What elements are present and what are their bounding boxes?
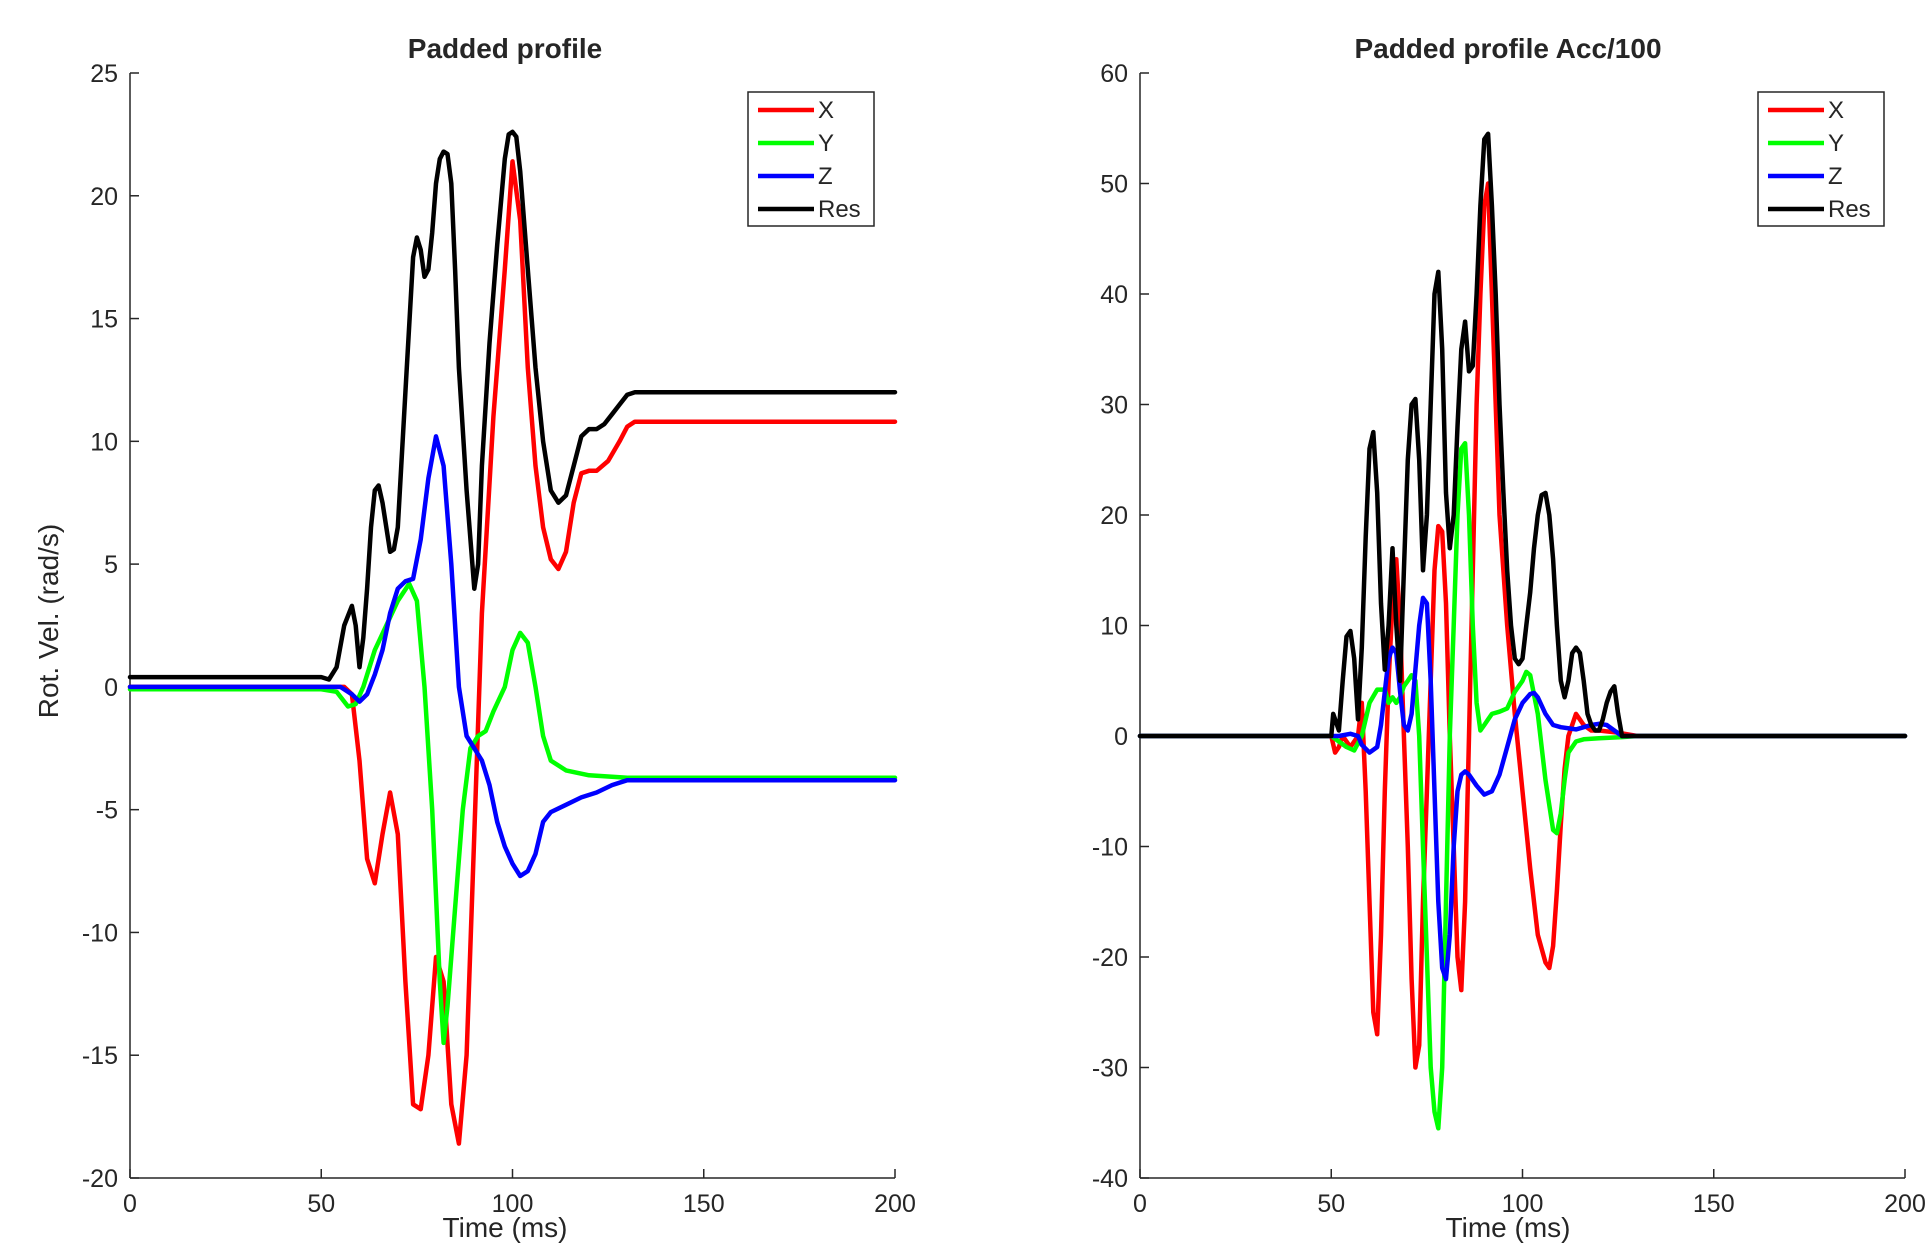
- y-tick-label: -15: [82, 1042, 118, 1070]
- x-tick-label: 200: [874, 1190, 916, 1218]
- y-tick-label: -5: [96, 797, 118, 825]
- legend: XYZ Res: [747, 91, 875, 227]
- x-tick-label: 150: [683, 1190, 725, 1218]
- y-tick-label: 40: [1100, 281, 1128, 309]
- plot-area: 0 50 100 150 200 -20 -15 -10 -5 0 5 10 15 20 25: [82, 60, 916, 1218]
- legend-label-res: Res: [818, 196, 861, 223]
- legend: XYZ Res: [1757, 91, 1885, 227]
- y-tick-label: 0: [104, 674, 118, 702]
- y-tick-label: 5: [104, 551, 118, 579]
- chart-padded-profile-acc: Padded profile Acc/100 Time (ms) 0 50 100 1…: [1092, 33, 1926, 1243]
- y-tick-label: 25: [90, 60, 118, 88]
- x-tick-label: 100: [1502, 1190, 1544, 1218]
- x-tick-label: 200: [1884, 1190, 1926, 1218]
- legend-label-y: Y: [818, 130, 834, 157]
- y-tick-label: -20: [82, 1165, 118, 1193]
- y-tick-label: 50: [1100, 171, 1128, 199]
- y-tick-label: 20: [90, 183, 118, 211]
- y-tick-label: -30: [1092, 1055, 1128, 1083]
- y-tick-label: 10: [90, 428, 118, 456]
- x-tick-label: 50: [307, 1190, 335, 1218]
- y-tick-label: 60: [1100, 60, 1128, 88]
- series-line-x: [127, 159, 898, 1146]
- y-tick-label: -10: [82, 919, 118, 947]
- series-line-y: [1137, 440, 1908, 1131]
- x-tick-label: 0: [1133, 1190, 1147, 1218]
- legend-label-res: Res: [1828, 196, 1871, 223]
- series-line-res: [127, 129, 898, 682]
- y-tick-label: -40: [1092, 1165, 1128, 1193]
- chart-title: Padded profile Acc/100: [1354, 33, 1661, 64]
- legend-box: [747, 91, 875, 227]
- x-tick-label: 0: [123, 1190, 137, 1218]
- y-tick-label: 0: [1114, 723, 1128, 751]
- y-tick-label: 15: [90, 306, 118, 334]
- legend-label-z: Z: [818, 163, 833, 190]
- series-line-res: [1137, 131, 1908, 739]
- y-tick-label: 30: [1100, 392, 1128, 420]
- x-axis-label: Time (ms): [1446, 1212, 1571, 1243]
- y-tick-label: 20: [1100, 502, 1128, 530]
- series-line-y: [127, 581, 898, 1046]
- chart-title: Padded profile: [408, 33, 602, 64]
- plot-area: 0 50 100 150 200 -40 -30 -20 -10 0 10 20 30 40 50 60: [1092, 60, 1926, 1218]
- legend-label-y: Y: [1828, 130, 1844, 157]
- x-tick-label: 150: [1693, 1190, 1735, 1218]
- x-tick-label: 100: [492, 1190, 534, 1218]
- chart-padded-profile: Padded profile Time (ms) Rot. Vel. (rad/…: [33, 33, 916, 1243]
- y-tick-label: -10: [1092, 834, 1128, 862]
- y-tick-label: -20: [1092, 944, 1128, 972]
- legend-label-z: Z: [1828, 163, 1843, 190]
- series-line-z: [127, 434, 898, 879]
- series-line-x: [1137, 181, 1908, 1070]
- legend-label-x: X: [818, 97, 834, 124]
- series-line-z: [1137, 595, 1908, 982]
- y-axis-label: Rot. Vel. (rad/s): [33, 524, 64, 719]
- x-axis-label: Time (ms): [443, 1212, 568, 1243]
- legend-box: [1757, 91, 1885, 227]
- legend-label-x: X: [1828, 97, 1844, 124]
- x-tick-label: 50: [1317, 1190, 1345, 1218]
- y-tick-label: 10: [1100, 613, 1128, 641]
